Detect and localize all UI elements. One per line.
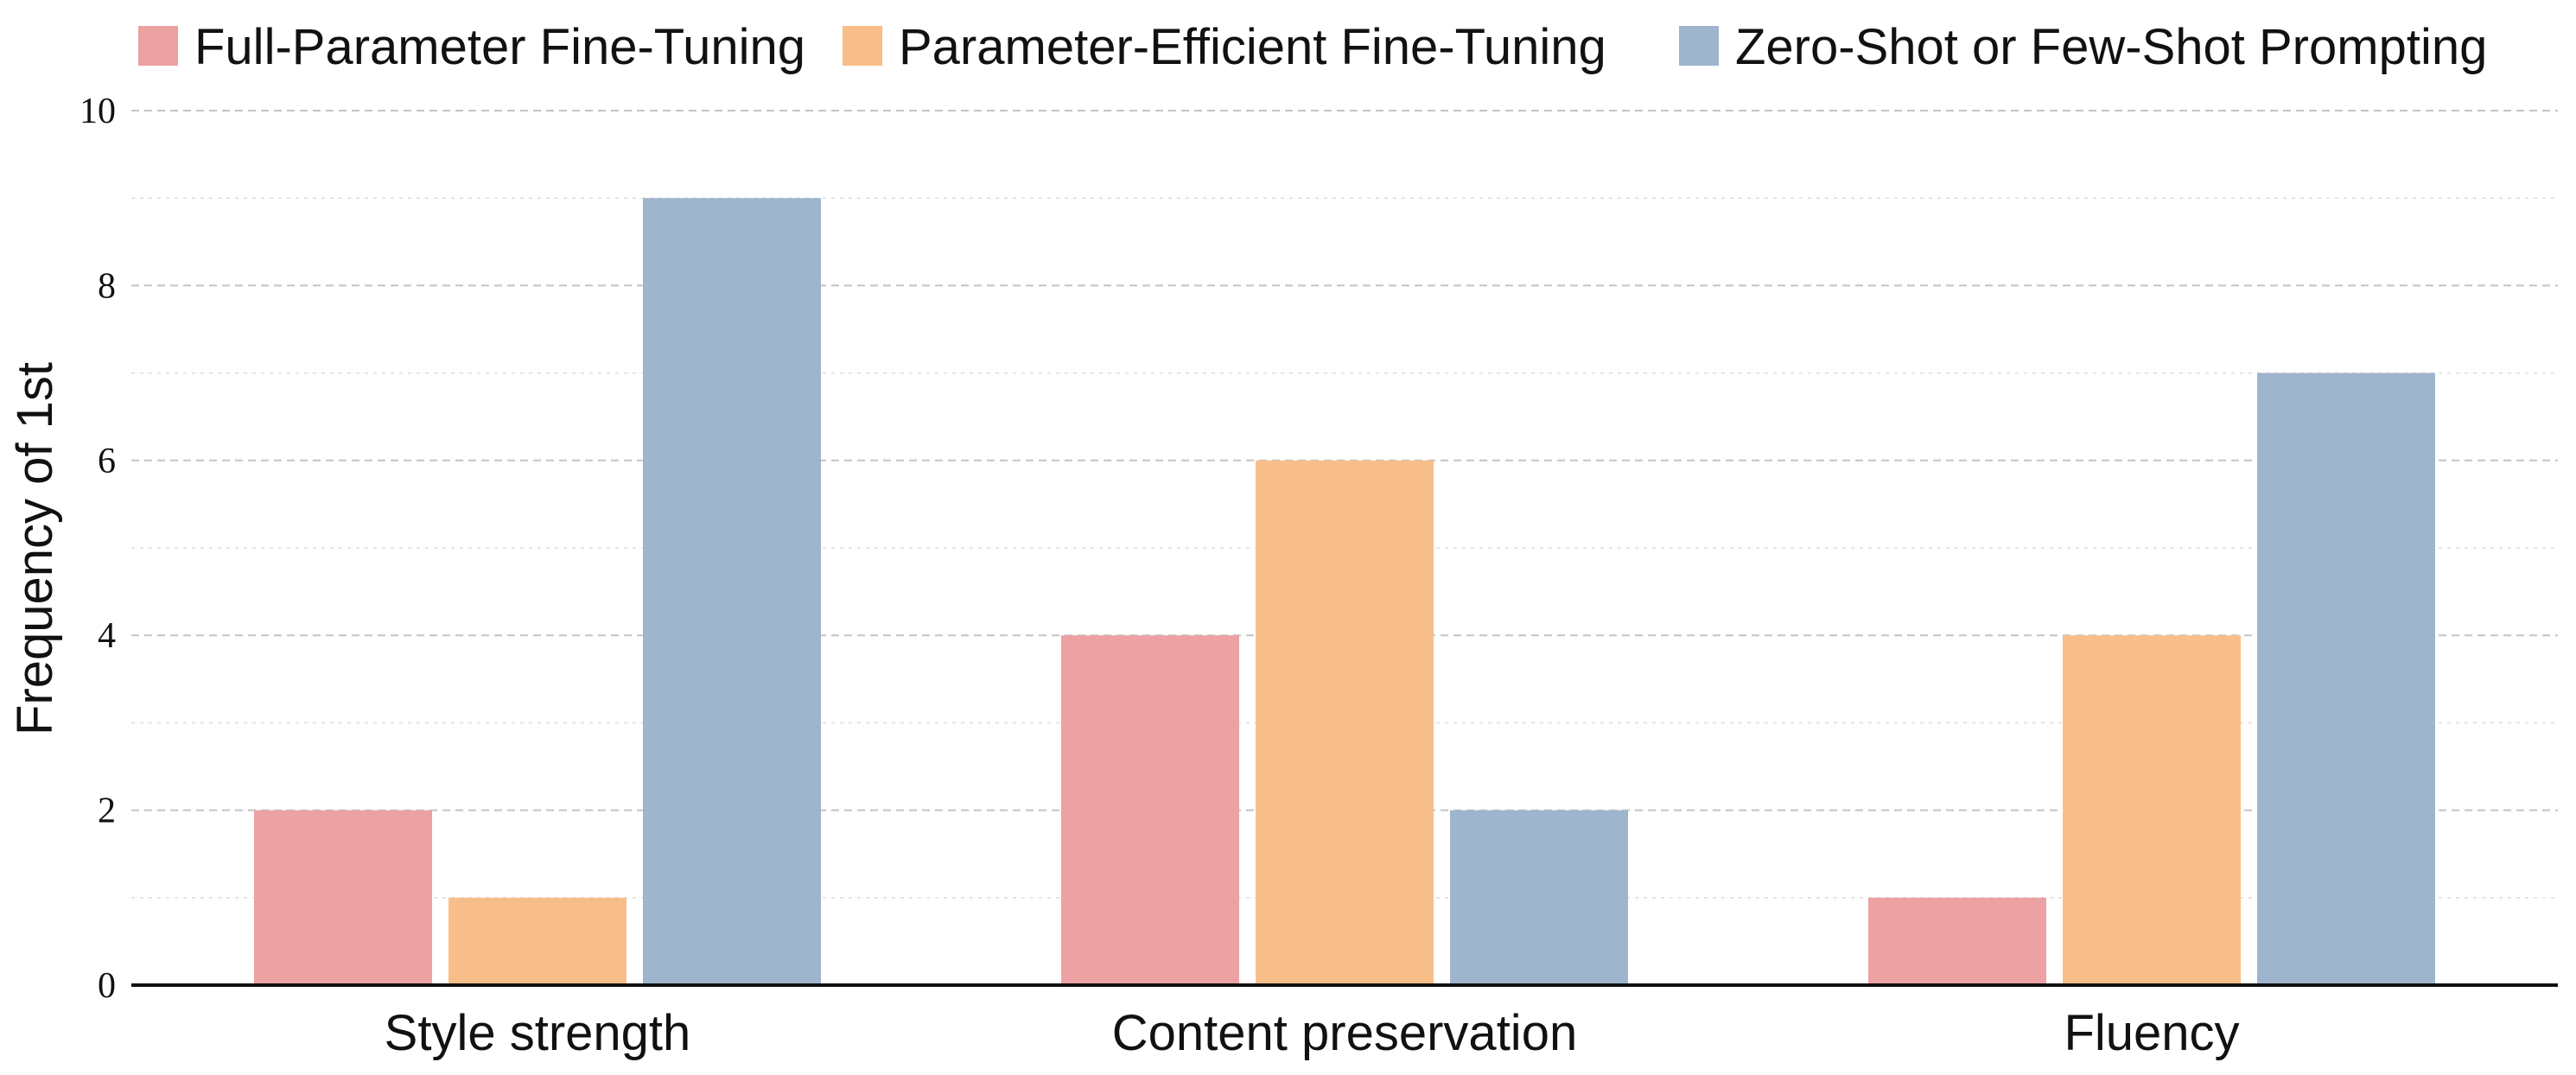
- legend-label: Parameter-Efficient Fine-Tuning: [899, 19, 1606, 75]
- x-tick-label: Fluency: [2064, 1005, 2239, 1061]
- y-tick-label: 0: [98, 966, 116, 1006]
- y-axis-label: Frequency of 1st: [7, 362, 63, 735]
- y-tick-label: 8: [98, 266, 116, 306]
- bar: [1256, 460, 1434, 985]
- legend-label: Full-Parameter Fine-Tuning: [194, 19, 805, 75]
- bar: [1450, 810, 1628, 985]
- axes: 0 2 4 6 8 10 Style strength Content preservatio…: [80, 92, 2558, 1061]
- x-tick-label: Content preservation: [1112, 1005, 1577, 1061]
- bar: [1061, 635, 1239, 985]
- bar: [448, 897, 627, 985]
- x-tick-label: Style strength: [385, 1005, 691, 1061]
- y-tick-label: 6: [98, 442, 116, 481]
- bars: [254, 198, 2435, 986]
- y-tick-label: 2: [98, 792, 116, 831]
- legend-label: Zero-Shot or Few-Shot Prompting: [1735, 19, 2487, 75]
- bar: [254, 810, 432, 985]
- y-tick-label: 10: [80, 92, 116, 131]
- legend-swatch: [843, 26, 882, 66]
- bar: [643, 198, 821, 985]
- bar: [1868, 897, 2046, 985]
- y-tick-label: 4: [98, 616, 116, 656]
- legend: Full-Parameter Fine-Tuning Parameter-Effi…: [138, 19, 2487, 75]
- bar: [2063, 635, 2241, 985]
- bar: [2257, 372, 2435, 986]
- legend-swatch: [1679, 26, 1719, 66]
- legend-swatch: [138, 26, 178, 66]
